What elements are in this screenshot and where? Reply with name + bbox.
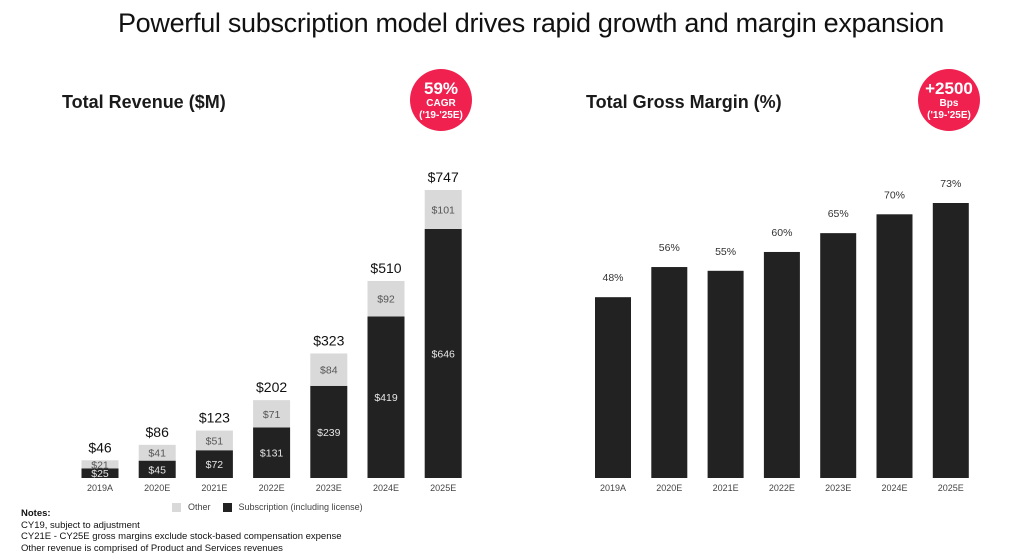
revenue-chart-title: Total Revenue ($M) bbox=[62, 92, 226, 112]
cagr-badge-value: 59% bbox=[423, 78, 459, 98]
bar-other bbox=[253, 400, 291, 428]
legend-label-subscription: Subscription (including license) bbox=[238, 502, 363, 512]
bar-label-subscription: $25 bbox=[91, 468, 109, 480]
bar-subscription bbox=[424, 228, 462, 478]
bar-value-label: 55% bbox=[715, 246, 736, 258]
bar-value-label: 60% bbox=[771, 227, 792, 239]
bar-subscription bbox=[81, 468, 119, 478]
bar-subscription bbox=[310, 385, 348, 478]
bar-total-label: $46 bbox=[88, 439, 112, 455]
page-title: Powerful subscription model drives rapid… bbox=[117, 8, 945, 38]
bar-total-label: $747 bbox=[428, 169, 459, 185]
x-tick-label: 2021E bbox=[713, 483, 739, 493]
legend-swatch-other bbox=[172, 502, 181, 512]
x-tick-label: 2020E bbox=[144, 483, 170, 493]
legend-label-other: Other bbox=[188, 502, 211, 512]
bar-label-other: $84 bbox=[320, 365, 338, 377]
bar-gross-margin bbox=[651, 267, 688, 478]
bar-subscription bbox=[367, 316, 405, 478]
legend-item-other: Other bbox=[172, 502, 211, 512]
note-line: Other revenue is comprised of Product an… bbox=[21, 542, 283, 554]
bar-subscription bbox=[195, 450, 233, 478]
bps-badge-label: Bps bbox=[939, 97, 959, 109]
bps-badge-period: ('19-'25E) bbox=[927, 109, 971, 121]
x-tick-label: 2022E bbox=[769, 483, 795, 493]
x-tick-label: 2020E bbox=[656, 483, 682, 493]
x-tick-label: 2025E bbox=[430, 483, 456, 493]
bar-other bbox=[81, 460, 119, 469]
bar-label-subscription: $646 bbox=[432, 348, 456, 360]
x-tick-label: 2024E bbox=[373, 483, 399, 493]
bar-total-label: $86 bbox=[146, 424, 170, 440]
bar-label-subscription: $131 bbox=[260, 448, 284, 460]
x-tick-label: 2024E bbox=[881, 483, 907, 493]
note-line: CY19, subject to adjustment bbox=[21, 519, 140, 531]
bar-label-other: $51 bbox=[206, 435, 224, 447]
bar-other bbox=[424, 190, 462, 229]
bar-subscription bbox=[253, 427, 291, 478]
x-tick-label: 2025E bbox=[938, 483, 964, 493]
cagr-badge-label: CAGR bbox=[426, 97, 456, 109]
x-tick-label: 2021E bbox=[201, 483, 227, 493]
x-tick-label: 2019A bbox=[600, 483, 626, 493]
bar-label-subscription: $72 bbox=[206, 459, 224, 471]
bar-value-label: 70% bbox=[884, 189, 905, 201]
bar-total-label: $510 bbox=[370, 260, 401, 276]
legend-item-subscription: Subscription (including license) bbox=[222, 502, 363, 512]
bps-badge-value: +2500 bbox=[925, 78, 973, 98]
bar-label-other: $41 bbox=[148, 448, 166, 460]
bar-value-label: 65% bbox=[828, 208, 849, 220]
bar-gross-margin bbox=[763, 251, 800, 478]
bar-label-other: $101 bbox=[432, 204, 456, 216]
bar-label-subscription: $239 bbox=[317, 427, 341, 439]
bar-label-other: $92 bbox=[377, 294, 395, 306]
x-tick-label: 2019A bbox=[87, 483, 113, 493]
bps-badge: +2500 Bps ('19-'25E) bbox=[918, 69, 980, 131]
cagr-badge-period: ('19-'25E) bbox=[419, 109, 463, 121]
bar-gross-margin bbox=[707, 270, 744, 478]
notes-heading: Notes: bbox=[21, 508, 51, 519]
bar-other bbox=[138, 444, 176, 461]
bar-value-label: 56% bbox=[659, 242, 680, 254]
cagr-badge: 59% CAGR ('19-'25E) bbox=[410, 69, 472, 131]
x-tick-label: 2023E bbox=[316, 483, 342, 493]
bar-total-label: $202 bbox=[256, 379, 287, 395]
note-line: CY21E - CY25E gross margins exclude stoc… bbox=[21, 531, 342, 542]
revenue-legend: Other Subscription (including license) bbox=[172, 502, 375, 512]
bar-gross-margin bbox=[595, 297, 631, 478]
bar-other bbox=[195, 430, 233, 451]
margin-chart-title: Total Gross Margin (%) bbox=[586, 92, 782, 112]
notes: Notes: CY19, subject to adjustment CY21E… bbox=[21, 508, 342, 554]
bar-gross-margin bbox=[820, 233, 857, 478]
bar-label-subscription: $45 bbox=[148, 464, 166, 476]
bar-gross-margin bbox=[932, 203, 969, 478]
bar-label-subscription: $419 bbox=[374, 392, 398, 404]
legend-swatch-subscription bbox=[222, 502, 232, 512]
bar-other bbox=[310, 353, 348, 386]
bar-gross-margin bbox=[876, 214, 913, 478]
bar-subscription bbox=[138, 460, 176, 478]
bar-value-label: 73% bbox=[940, 178, 961, 190]
x-tick-label: 2023E bbox=[825, 483, 851, 493]
bar-total-label: $123 bbox=[199, 410, 230, 426]
bar-total-label: $323 bbox=[313, 332, 344, 348]
bar-other bbox=[367, 280, 405, 317]
bar-label-other: $21 bbox=[91, 459, 109, 471]
bar-value-label: 48% bbox=[602, 272, 623, 284]
bar-label-other: $71 bbox=[263, 409, 281, 421]
x-tick-label: 2022E bbox=[259, 483, 285, 493]
